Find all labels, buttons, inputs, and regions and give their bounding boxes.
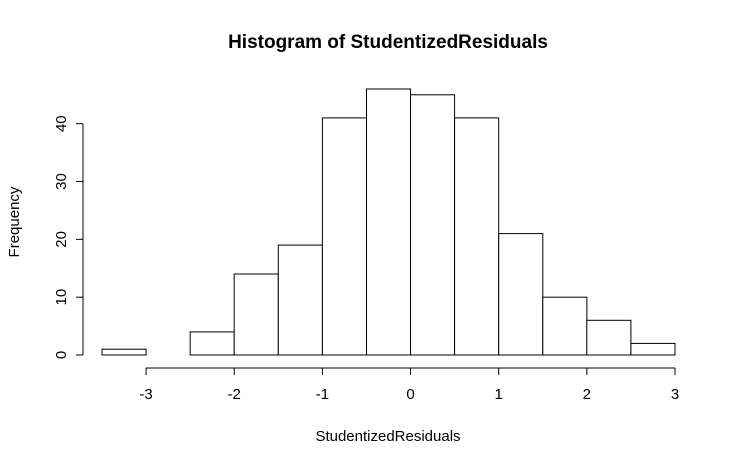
x-tick-label: -2 (228, 386, 241, 403)
histogram-bar (189, 331, 235, 356)
y-tick-label: 30 (53, 173, 70, 190)
x-tick-label: 3 (671, 386, 679, 403)
bars-group (101, 88, 676, 356)
x-tick-label: 2 (583, 386, 591, 403)
histogram-bar (586, 319, 632, 356)
y-tick-label: 40 (53, 115, 70, 132)
x-axis-label: StudentizedResiduals (315, 428, 460, 445)
x-tick-label: 1 (495, 386, 503, 403)
y-axis: 0 10 20 30 40 (53, 115, 84, 359)
histogram-bar (410, 94, 456, 356)
histogram-bar (542, 296, 588, 356)
histogram-bar (630, 342, 676, 356)
y-tick-label: 0 (53, 351, 70, 359)
histogram-bar (233, 273, 279, 356)
y-tick-label: 20 (53, 231, 70, 248)
x-axis: -3 -2 -1 0 1 2 3 (139, 367, 679, 403)
histogram-bar (498, 233, 544, 356)
y-tick-label: 10 (53, 289, 70, 306)
histogram-bar (321, 117, 367, 356)
chart-title: Histogram of StudentizedResiduals (228, 32, 548, 53)
y-axis-label: Frequency (6, 186, 23, 257)
histogram-bar (454, 117, 500, 356)
histogram-bar (101, 348, 147, 356)
x-tick-label: -3 (139, 386, 152, 403)
histogram-bar (277, 244, 323, 356)
histogram-bar (366, 88, 412, 356)
x-tick-label: 0 (406, 386, 414, 403)
x-tick-label: -1 (316, 386, 329, 403)
